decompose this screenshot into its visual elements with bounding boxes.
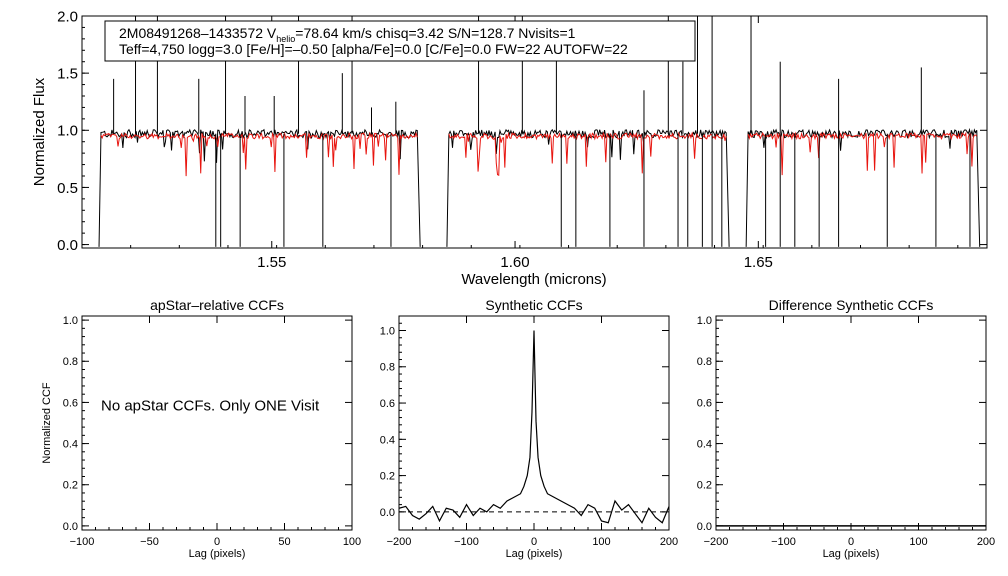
difference-xtick-label: −100 — [771, 536, 796, 548]
apstar-ytick-label: 1.0 — [63, 315, 78, 327]
synthetic-xtick-label: 100 — [592, 536, 610, 548]
apstar-frame — [81, 315, 353, 531]
difference-ytick-label: 1.0 — [697, 315, 712, 327]
synthetic-ticks: −200 −100 0 100 200 0.0 0.2 0.4 0.6 0.8 1.0 — [380, 315, 678, 548]
apstar-xtick-label: 0 — [214, 536, 220, 548]
spectrum-x-label: Wavelength (microns) — [461, 271, 606, 288]
info-line-1: 2M08491268–1433572 Vhelio=78.64 km/s chi… — [119, 25, 576, 44]
synthetic-xtick-label: 200 — [660, 536, 678, 548]
spectrum-ticks: 1.55 1.60 1.65 0.0 0.5 1.0 1.5 2.0 — [57, 8, 987, 271]
synthetic-ytick-label: 0.4 — [380, 434, 395, 446]
info-box: 2M08491268–1433572 Vhelio=78.64 km/s chi… — [104, 20, 696, 62]
synthetic-xtick-label: −100 — [454, 536, 479, 548]
synthetic-ccf-panel: Synthetic CCFs −200 −100 0 100 200 0.0 0.2 0.4 0… — [380, 297, 678, 560]
synthetic-ccf-line — [398, 330, 670, 524]
difference-title: Difference Synthetic CCFs — [769, 297, 934, 313]
spectrum-ytick-label: 0.0 — [57, 237, 78, 254]
synthetic-traces — [398, 330, 670, 524]
difference-ytick-label: 0.2 — [697, 480, 712, 492]
synthetic-spectrum-line — [100, 131, 418, 177]
difference-ccf-panel: Difference Synthetic CCFs −200 −100 0 100 20… — [697, 297, 995, 560]
spectrum-panel: 1.55 1.60 1.65 0.0 0.5 1.0 1.5 2.0 2M08491268–1… — [31, 8, 988, 288]
spectrum-ytick-label: 2.0 — [57, 8, 78, 25]
apstar-ccf-panel: apStar–relative CCFs −100 −50 0 50 100 0.0 0.2… — [41, 297, 361, 560]
info-line-2: Teff=4,750 logg=3.0 [Fe/H]=–0.50 [alpha/… — [119, 41, 628, 57]
no-ccf-message: No apStar CCFs. Only ONE Visit — [101, 398, 320, 415]
apstar-xtick-label: −100 — [70, 536, 95, 548]
spectrum-ytick-label: 1.5 — [57, 66, 78, 83]
spectrum-frame — [81, 15, 988, 249]
apstar-xtick-label: 50 — [278, 536, 290, 548]
difference-xtick-label: −200 — [704, 536, 729, 548]
apstar-xtick-label: 100 — [343, 536, 361, 548]
synthetic-ytick-label: 0.8 — [380, 362, 395, 374]
spectrum-y-label: Normalized Flux — [31, 77, 48, 186]
difference-frame — [715, 315, 987, 531]
apstar-xtick-label: −50 — [140, 536, 159, 548]
synthetic-spectrum-line — [448, 131, 727, 176]
observed-spectrum-line — [446, 128, 730, 247]
apstar-ytick-label: 0.4 — [63, 439, 78, 451]
spectrum-ytick-label: 0.5 — [57, 180, 78, 197]
difference-xtick-label: 200 — [977, 536, 995, 548]
synthetic-ytick-label: 0.2 — [380, 471, 395, 483]
difference-ytick-label: 0.8 — [697, 356, 712, 368]
difference-ytick-label: 0.6 — [697, 397, 712, 409]
difference-ticks: −200 −100 0 100 200 0.0 0.2 0.4 0.6 0.8 1.0 — [697, 315, 995, 548]
synthetic-xtick-label: −200 — [387, 536, 412, 548]
synthetic-title: Synthetic CCFs — [485, 297, 582, 313]
synthetic-x-label: Lag (pixels) — [506, 548, 563, 560]
spectrum-ytick-label: 1.0 — [57, 123, 78, 140]
difference-ytick-label: 0.0 — [697, 521, 712, 533]
apstar-ytick-label: 0.8 — [63, 356, 78, 368]
apstar-ytick-label: 0.6 — [63, 397, 78, 409]
apstar-y-label: Normalized CCF — [41, 382, 53, 464]
synthetic-xtick-label: 0 — [531, 536, 537, 548]
apstar-ticks: −100 −50 0 50 100 0.0 0.2 0.4 0.6 0.8 1.0 — [63, 315, 361, 548]
spectrum-xtick-label: 1.60 — [500, 254, 529, 271]
observed-spectrum-line — [98, 128, 421, 247]
spectrum-xtick-label: 1.65 — [744, 254, 773, 271]
synthetic-ytick-label: 0.0 — [380, 507, 395, 519]
difference-x-label: Lag (pixels) — [823, 548, 880, 560]
difference-xtick-label: 0 — [848, 536, 854, 548]
synthetic-spectrum-line — [747, 131, 978, 176]
difference-xtick-label: 100 — [909, 536, 927, 548]
apstar-title: apStar–relative CCFs — [150, 297, 284, 313]
synthetic-ytick-label: 0.6 — [380, 398, 395, 410]
apstar-ytick-label: 0.0 — [63, 521, 78, 533]
difference-ytick-label: 0.4 — [697, 439, 712, 451]
apstar-ytick-label: 0.2 — [63, 480, 78, 492]
apstar-x-label: Lag (pixels) — [189, 548, 246, 560]
synthetic-ytick-label: 1.0 — [380, 325, 395, 337]
spectrum-xtick-label: 1.55 — [257, 254, 286, 271]
info-box-frame — [104, 20, 696, 62]
